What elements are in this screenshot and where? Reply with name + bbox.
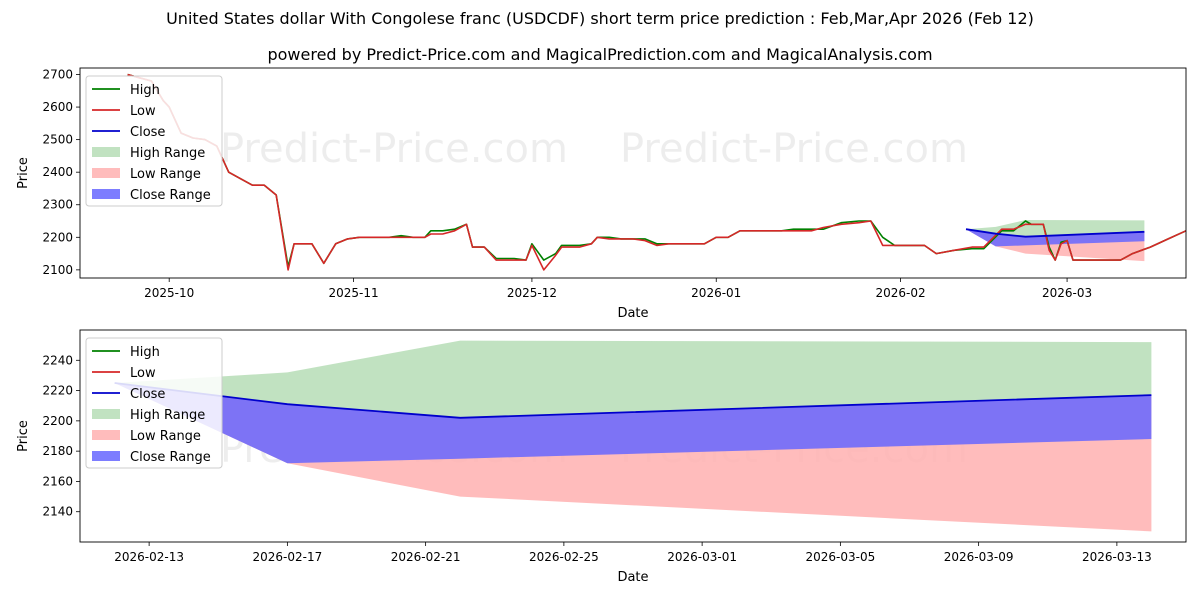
top-y-tick-label: 2600 bbox=[42, 100, 73, 114]
top-close-range-band bbox=[966, 229, 1145, 247]
bottom-x-tick-label: 2026-03-05 bbox=[806, 550, 876, 564]
top-y-tick-label: 2500 bbox=[42, 133, 73, 147]
top-legend-label: Low Range bbox=[130, 167, 201, 182]
top-legend-swatch bbox=[92, 168, 120, 178]
top-x-tick-label: 2026-02 bbox=[876, 286, 926, 300]
top-x-tick-label: 2025-12 bbox=[507, 286, 557, 300]
top-plot-area bbox=[127, 73, 1186, 271]
top-x-tick-label: 2026-01 bbox=[691, 286, 741, 300]
top-y-tick-label: 2300 bbox=[42, 198, 73, 212]
bottom-legend-swatch bbox=[92, 430, 120, 440]
bottom-legend-label: High bbox=[130, 345, 160, 360]
top-watermark-1: Predict-Price.com bbox=[620, 126, 968, 172]
bottom-close-range-band bbox=[114, 383, 1152, 464]
top-low-line bbox=[127, 73, 1186, 271]
top-x-tick-label: 2025-11 bbox=[328, 286, 378, 300]
bottom-x-axis-label: Date bbox=[617, 570, 648, 585]
top-legend-label: Low bbox=[130, 104, 156, 119]
bottom-x-tick-label: 2026-02-21 bbox=[391, 550, 461, 564]
top-high-range-band bbox=[966, 220, 1145, 237]
bottom-y-tick-label: 2160 bbox=[42, 474, 73, 488]
bottom-y-axis-label: Price bbox=[16, 420, 31, 452]
top-y-axis-label: Price bbox=[16, 157, 31, 189]
top-watermark-0: Predict-Price.com bbox=[220, 126, 568, 172]
bottom-legend-label: Close bbox=[130, 387, 165, 402]
bottom-x-tick-label: 2026-03-09 bbox=[944, 550, 1014, 564]
bottom-x-tick-label: 2026-02-13 bbox=[114, 550, 184, 564]
bottom-panel: Predict-Price.comPredict-Price.com2026-0… bbox=[16, 329, 1187, 585]
bottom-high-range-band bbox=[114, 340, 1152, 418]
bottom-legend-swatch bbox=[92, 451, 120, 461]
bottom-x-tick-label: 2026-02-17 bbox=[253, 550, 323, 564]
top-y-tick-label: 2100 bbox=[42, 263, 73, 277]
bottom-plot-area bbox=[114, 340, 1152, 532]
top-y-tick-label: 2400 bbox=[42, 165, 73, 179]
top-legend-label: High bbox=[130, 83, 160, 98]
bottom-y-tick-label: 2180 bbox=[42, 444, 73, 458]
top-legend: High Low Close High Range Low Range Close Ran… bbox=[85, 75, 223, 207]
top-watermark-2: Predict-Price.com bbox=[220, 276, 568, 322]
top-legend-label: Close Range bbox=[130, 188, 211, 203]
top-y-tick-label: 2200 bbox=[42, 230, 73, 244]
top-axes-frame bbox=[79, 67, 1187, 279]
bottom-legend-swatch bbox=[92, 409, 120, 419]
top-y-tick-label: 2700 bbox=[42, 68, 73, 82]
bottom-x-tick-label: 2026-02-25 bbox=[529, 550, 599, 564]
bottom-y-tick-label: 2240 bbox=[42, 353, 73, 367]
top-legend-swatch bbox=[92, 147, 120, 157]
bottom-x-tick-label: 2026-03-01 bbox=[667, 550, 737, 564]
chart-title: United States dollar With Congolese fran… bbox=[166, 9, 1034, 28]
top-watermark-3: Predict-Price.com bbox=[620, 276, 968, 322]
bottom-x-tick-label: 2026-03-13 bbox=[1082, 550, 1152, 564]
bottom-y-tick-label: 2200 bbox=[42, 414, 73, 428]
top-x-axis-label: Date bbox=[617, 306, 648, 321]
bottom-y-tick-label: 2220 bbox=[42, 384, 73, 398]
top-legend-label: Close bbox=[130, 125, 165, 140]
bottom-legend-label: High Range bbox=[130, 408, 205, 423]
top-close-line bbox=[965, 228, 1145, 238]
top-x-tick-label: 2025-10 bbox=[144, 286, 194, 300]
top-watermarks: Predict-Price.com Predict-Price.com Predic… bbox=[220, 126, 968, 322]
bottom-axes-frame bbox=[79, 329, 1187, 543]
top-legend-label: High Range bbox=[130, 146, 205, 161]
top-legend-swatch bbox=[92, 189, 120, 199]
bottom-y-tick-label: 2140 bbox=[42, 505, 73, 519]
top-x-tick-label: 2026-03 bbox=[1042, 286, 1092, 300]
bottom-legend-label: Low Range bbox=[130, 429, 201, 444]
top-panel: Predict-Price.com Predict-Price.com Predic… bbox=[16, 67, 1187, 322]
chart-subtitle: powered by Predict-Price.com and Magical… bbox=[267, 45, 933, 64]
bottom-legend: High Low Close High Range Low Range Close Ran… bbox=[85, 337, 223, 469]
bottom-legend-label: Close Range bbox=[130, 450, 211, 465]
bottom-legend-label: Low bbox=[130, 366, 156, 381]
